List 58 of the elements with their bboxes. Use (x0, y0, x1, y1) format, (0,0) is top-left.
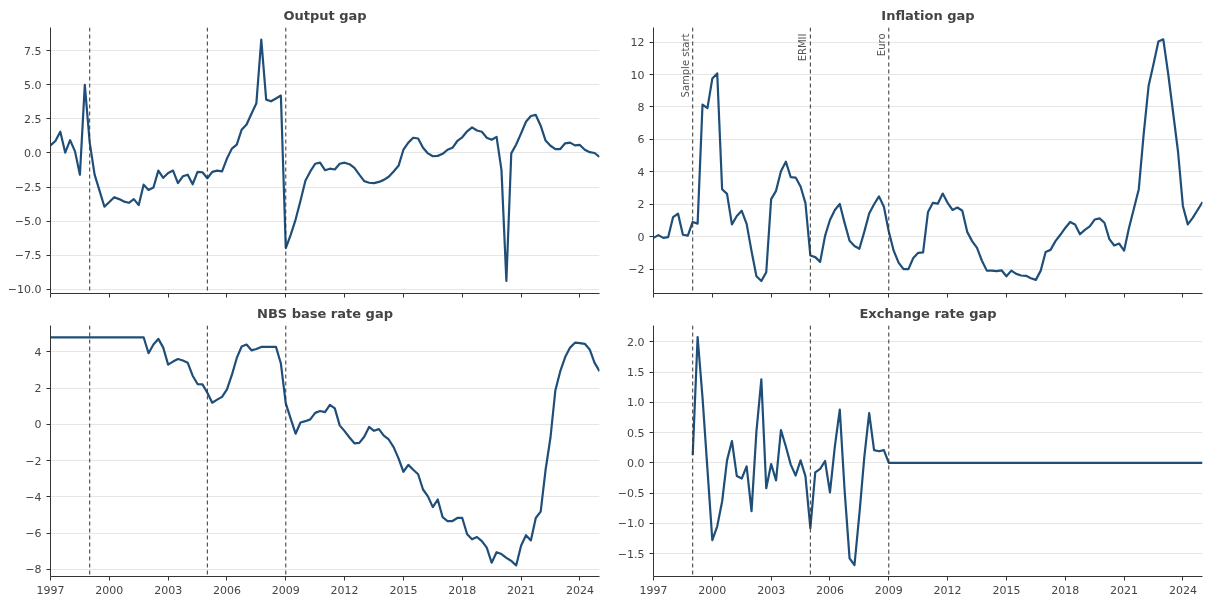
y-tick-label: 7.5 (24, 44, 42, 58)
x-tick-label: 1997 (36, 583, 65, 597)
x-tick-label: 2021 (1110, 583, 1139, 597)
y-tick-label: 5.0 (24, 78, 42, 92)
y-tick-label: −0.5 (617, 487, 645, 501)
y-tick-label: −1.5 (617, 547, 645, 561)
y-tick-label: 1.5 (627, 366, 645, 380)
x-tick-label: 2000 (95, 583, 124, 597)
x-tick-label: 2021 (507, 583, 536, 597)
y-tick-label: 0.0 (627, 456, 645, 470)
y-tick-label: 2 (34, 382, 42, 396)
y-tick-label: −2.5 (14, 181, 42, 195)
chart-title: Inflation gap (881, 7, 975, 23)
x-tick-label: 2009 (271, 583, 300, 597)
y-tick-label: −10.0 (7, 283, 42, 297)
x-tick-label: 2018 (1051, 583, 1080, 597)
chart-title: NBS base rate gap (257, 305, 393, 321)
chart-title: Exchange rate gap (859, 305, 997, 321)
y-tick-label: 0 (637, 230, 645, 244)
y-tick-label: 4 (34, 345, 42, 359)
x-tick-label: 2009 (874, 583, 903, 597)
y-tick-label: −2 (25, 454, 42, 468)
y-tick-label: 8 (637, 100, 645, 114)
y-tick-label: −6 (25, 527, 42, 541)
x-tick-label: 2000 (698, 583, 727, 597)
y-tick-label: 10 (630, 68, 645, 82)
ref-line-label: ERMII (797, 33, 809, 62)
y-tick-label: 4 (637, 165, 645, 179)
y-tick-label: 6 (637, 133, 645, 147)
y-tick-label: 2.5 (24, 112, 42, 126)
ref-line-label: Sample start (679, 33, 691, 98)
y-tick-label: −8 (25, 563, 42, 577)
x-tick-label: 2018 (448, 583, 477, 597)
x-tick-label: 2006 (815, 583, 844, 597)
x-tick-label: 2024 (1168, 583, 1197, 597)
ref-line-label: Euro (875, 33, 887, 57)
y-tick-label: 12 (630, 36, 645, 50)
y-tick-label: 2 (637, 198, 645, 212)
y-tick-label: −5.0 (14, 215, 42, 229)
x-tick-label: 2012 (933, 583, 962, 597)
x-tick-label: 2003 (757, 583, 786, 597)
chart-title: Output gap (283, 7, 367, 23)
x-tick-label: 2006 (212, 583, 241, 597)
y-tick-label: −1.0 (617, 517, 645, 531)
y-tick-label: 0 (34, 418, 42, 432)
x-tick-label: 2024 (565, 583, 594, 597)
y-tick-label: 2.0 (627, 335, 645, 349)
y-tick-label: 0.0 (24, 147, 42, 160)
x-tick-label: 2003 (154, 583, 183, 597)
y-tick-label: −7.5 (14, 249, 42, 263)
x-tick-label: 2012 (330, 583, 359, 597)
x-tick-label: 2015 (389, 583, 418, 597)
y-tick-label: −2 (628, 263, 645, 277)
y-tick-label: 0.5 (627, 426, 645, 440)
x-tick-label: 1997 (639, 583, 668, 597)
y-tick-label: 1.0 (627, 396, 645, 410)
y-tick-label: −4 (25, 490, 42, 504)
x-tick-label: 2015 (992, 583, 1021, 597)
